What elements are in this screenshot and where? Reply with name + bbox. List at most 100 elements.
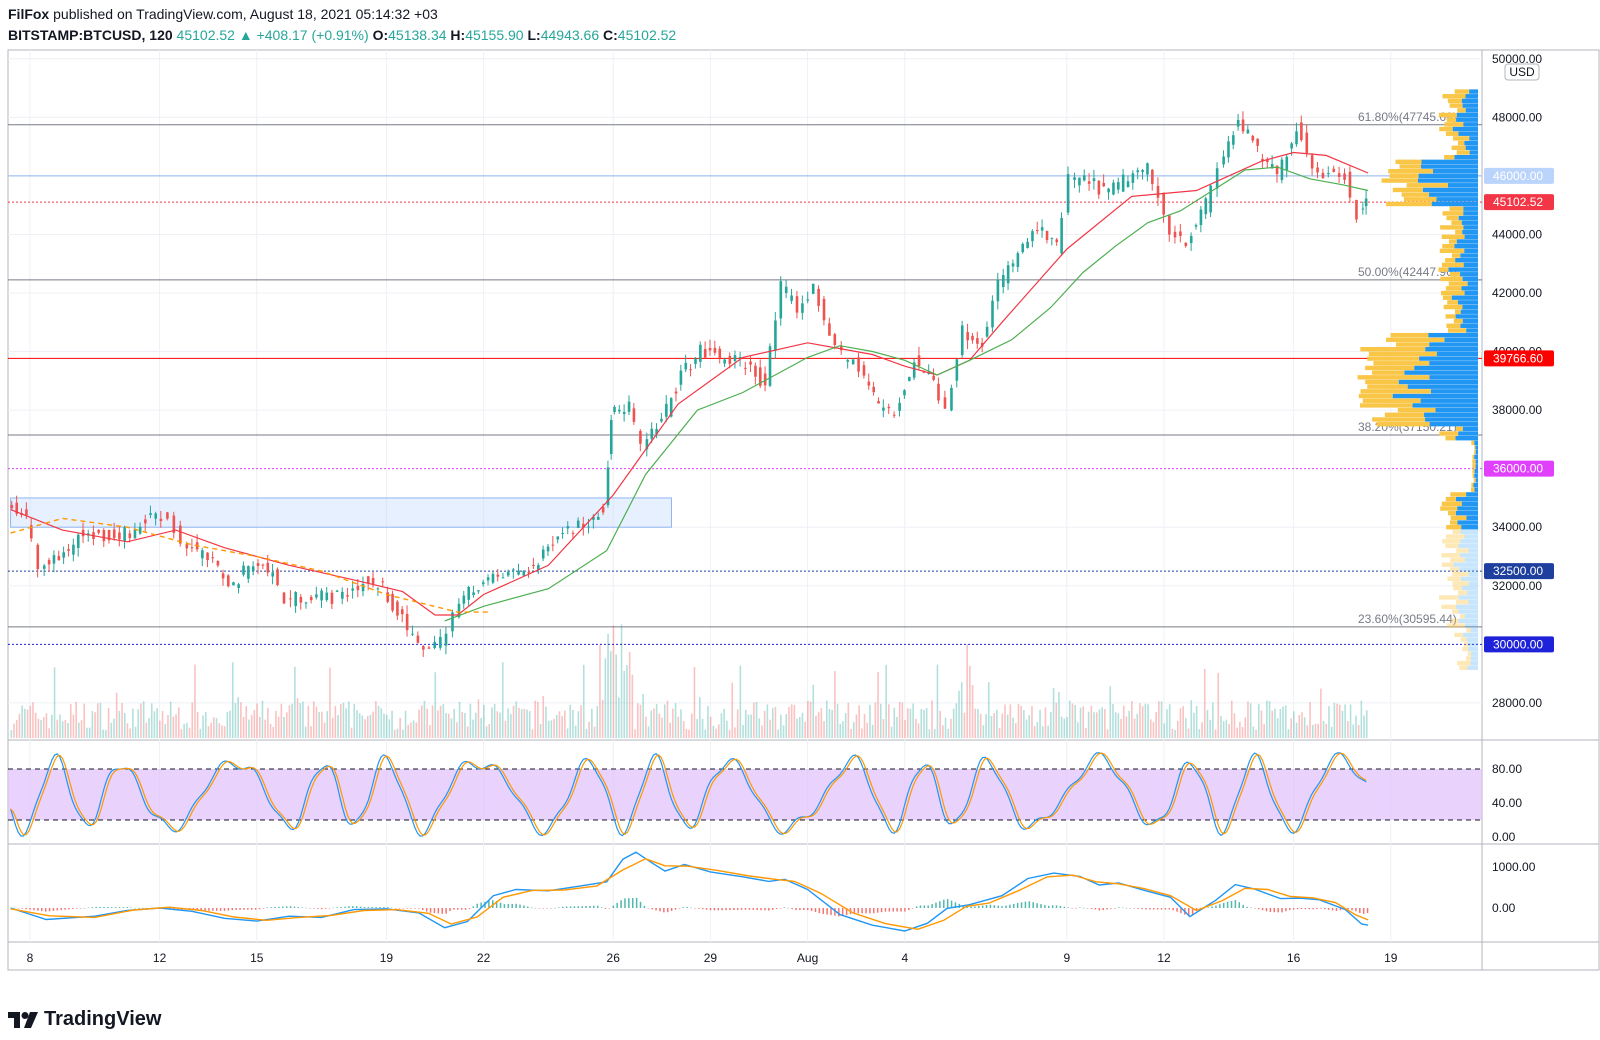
volume-bar xyxy=(1301,712,1303,738)
price-tick-label: 50000.00 xyxy=(1492,52,1542,66)
price-tag[interactable] xyxy=(1484,194,1554,211)
macd-histogram-bar xyxy=(1242,904,1244,908)
volume-bar xyxy=(609,651,612,738)
profile-bar xyxy=(1458,567,1478,572)
candle-body xyxy=(517,570,520,575)
candle-body xyxy=(112,529,116,539)
price-tag[interactable] xyxy=(1484,636,1554,653)
trendline-dashed[interactable] xyxy=(10,517,491,613)
macd-histogram-bar xyxy=(628,898,630,908)
volume-bar xyxy=(720,713,723,738)
candle-body xyxy=(522,570,526,576)
support-zone[interactable] xyxy=(10,497,673,528)
macd-histogram-bar xyxy=(608,908,611,909)
brand[interactable]: TradingView xyxy=(8,1008,161,1031)
candle-body xyxy=(1215,168,1219,189)
candle-body xyxy=(650,428,654,439)
candle-body xyxy=(299,596,303,603)
volume-bar xyxy=(361,715,364,738)
candle-body xyxy=(527,571,530,573)
volume-bar xyxy=(1336,703,1338,738)
symbol-name[interactable]: BITSTAMP:BTCUSD, 120 xyxy=(8,27,173,43)
volume-bar xyxy=(896,716,898,738)
profile-bar xyxy=(1452,529,1461,535)
macd-histogram-bar xyxy=(795,908,797,911)
volume-bar xyxy=(342,702,345,738)
profile-bar xyxy=(1472,468,1475,474)
price-tag[interactable] xyxy=(1484,350,1554,367)
time-tick-label: Aug xyxy=(797,951,818,965)
volume-bar xyxy=(877,671,879,738)
macd-histogram-bar xyxy=(293,906,296,908)
macd-histogram-bar xyxy=(33,908,35,911)
macd-histogram-bar xyxy=(1117,907,1120,908)
candle-body xyxy=(1355,199,1358,220)
stochastic-d-line[interactable] xyxy=(10,752,1367,836)
volume-bar xyxy=(515,701,518,738)
macd-line[interactable] xyxy=(10,851,1369,932)
macd-histogram-bar xyxy=(993,905,996,908)
volume-bar xyxy=(1239,721,1241,738)
price-tags: 46000.00 45102.52 39766.60 36000.00 32500.00… xyxy=(1484,167,1554,653)
candle-body xyxy=(1361,208,1365,210)
macd-histogram-bar xyxy=(946,899,949,908)
moving-average-red[interactable] xyxy=(10,151,1369,616)
candle-body xyxy=(996,279,1000,302)
volume-bar xyxy=(690,713,693,738)
profile-bar xyxy=(1467,281,1478,286)
profile-bar xyxy=(1446,534,1465,539)
volume-bar xyxy=(196,711,199,738)
moving-average-green[interactable] xyxy=(444,166,1369,622)
profile-bar xyxy=(1463,262,1478,268)
volume-bar xyxy=(777,729,779,738)
macd-histogram-bar xyxy=(118,907,121,908)
profile-bar xyxy=(1458,215,1478,221)
profile-bar xyxy=(1470,628,1478,633)
macd-histogram-bar xyxy=(1250,907,1252,909)
macd-signal-line[interactable] xyxy=(10,858,1369,931)
candle-body xyxy=(684,362,688,370)
macd-histogram-bar xyxy=(791,908,793,910)
volume-bar xyxy=(518,707,520,738)
volume-bar xyxy=(707,705,709,738)
volume-bar xyxy=(501,662,504,738)
profile-bar xyxy=(1451,295,1478,300)
candle-body xyxy=(1256,138,1259,146)
price-tag[interactable] xyxy=(1484,460,1554,477)
profile-bar xyxy=(1457,108,1466,113)
candle-body xyxy=(1285,156,1289,170)
candle-body xyxy=(723,359,726,364)
macd-histogram-bar xyxy=(1071,908,1073,909)
macd-histogram-bar xyxy=(1316,908,1318,909)
volume-bar xyxy=(1330,726,1333,738)
stochastic-k-line[interactable] xyxy=(10,752,1367,837)
price-tag[interactable] xyxy=(1484,167,1554,184)
candle-body xyxy=(1310,155,1314,169)
price-tag[interactable] xyxy=(1484,563,1554,580)
candle-body xyxy=(242,565,245,575)
profile-bar xyxy=(1472,464,1476,469)
profile-bar xyxy=(1454,243,1478,249)
profile-bar xyxy=(1466,628,1471,633)
time-tick-label: 12 xyxy=(1157,951,1171,965)
chart-canvas[interactable]: 61.80%(47745.68)50.00%(42447.96)38.20%(3… xyxy=(0,0,1600,1000)
candle-body xyxy=(491,573,495,583)
macd-histogram-bar xyxy=(931,904,933,908)
profile-bar xyxy=(1466,637,1478,642)
candle-body xyxy=(72,544,75,555)
volume-bar xyxy=(399,717,401,738)
macd-histogram-bar xyxy=(869,908,871,914)
macd-histogram-bar xyxy=(72,908,74,910)
volume-bar xyxy=(1036,722,1039,738)
volume-bar xyxy=(669,722,671,738)
volume-bar xyxy=(175,714,177,738)
author-name[interactable]: FilFox xyxy=(8,6,50,22)
macd-histogram-bar xyxy=(1296,908,1299,910)
macd-histogram-bar xyxy=(324,908,327,909)
currency-box[interactable] xyxy=(1504,63,1540,81)
candle-body xyxy=(1156,185,1160,198)
candle-body xyxy=(179,525,182,544)
candle-body xyxy=(1300,122,1303,141)
volume-bar xyxy=(1163,723,1166,738)
profile-bar xyxy=(1466,656,1471,661)
